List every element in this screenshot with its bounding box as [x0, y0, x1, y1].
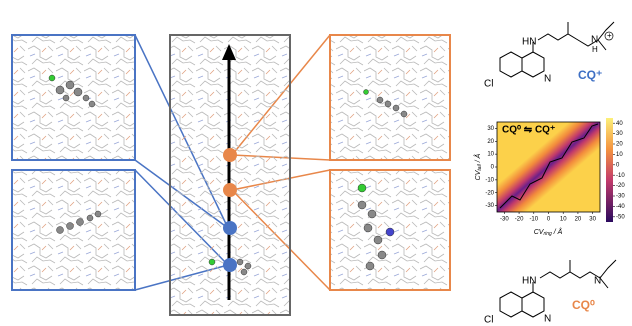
colorbar-tick-label: -40 [616, 204, 625, 210]
x-tick-label: 0 [547, 217, 551, 223]
atom: N [591, 35, 598, 46]
x-tick-label: 20 [575, 217, 582, 223]
panel [330, 35, 450, 160]
atom: Cl [484, 79, 493, 90]
colorbar-tick-label: 30 [616, 131, 623, 137]
x-tick-label: 10 [560, 217, 567, 223]
colorbar-tick-label: -10 [616, 173, 625, 179]
atom: HN [522, 37, 536, 48]
colorbar-tick-label: -30 [616, 194, 625, 200]
y-tick-label: 10 [487, 152, 494, 158]
panel [12, 35, 135, 160]
y-axis-label: CVtail / Å [473, 153, 483, 180]
y-tick-label: -30 [485, 203, 494, 209]
molecule-label: CQ⁰ [572, 298, 595, 312]
colorbar-tick-label: -20 [616, 183, 625, 189]
chart-title: CQ⁰ ⇋ CQ⁺ [502, 125, 555, 136]
x-axis-label: CVring / Å [534, 227, 563, 237]
marker [223, 148, 237, 162]
colorbar-tick-label: 0 [616, 162, 620, 168]
y-tick-label: 0 [491, 165, 495, 171]
x-tick-label: 30 [589, 217, 596, 223]
molecule-label: CQ⁺ [578, 68, 602, 82]
x-tick-label: -30 [500, 217, 509, 223]
structure-cq-zero [500, 260, 616, 317]
atom: N [544, 314, 551, 325]
x-tick-label: -10 [529, 217, 538, 223]
y-tick-label: 20 [487, 139, 494, 145]
colorbar-tick-label: 40 [616, 121, 623, 127]
atom: HN [522, 276, 536, 287]
atom: N [594, 276, 601, 287]
y-tick-label: -20 [485, 190, 494, 196]
marker [223, 258, 237, 272]
colorbar [606, 118, 613, 222]
panel [12, 170, 135, 290]
x-tick-label: -20 [515, 217, 524, 223]
marker [223, 221, 237, 235]
colorbar-tick-label: -50 [616, 214, 625, 220]
y-tick-label: 30 [487, 126, 494, 132]
figure: HN N N H + Cl CQ⁺ HN N Cl N CQ⁰ CQ⁰ ⇋ CQ… [0, 0, 632, 326]
atom: H [592, 45, 598, 54]
colorbar-tick-label: 10 [616, 152, 623, 158]
marker [223, 183, 237, 197]
atom: N [544, 74, 551, 85]
y-tick-label: -10 [485, 177, 494, 183]
atom: Cl [484, 315, 493, 326]
colorbar-tick-label: 20 [616, 142, 623, 148]
